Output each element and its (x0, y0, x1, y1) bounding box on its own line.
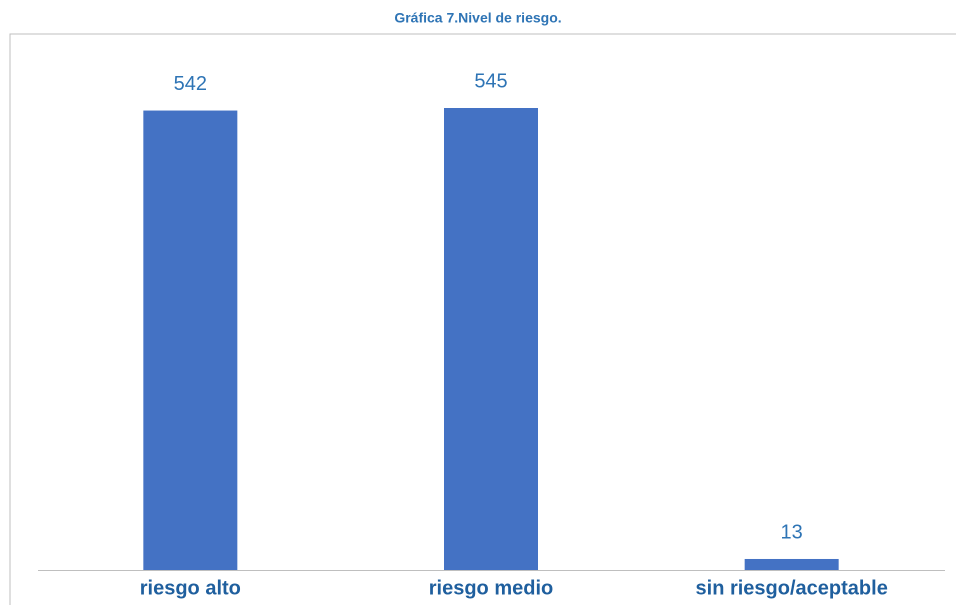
bar (444, 108, 538, 570)
value-label: 545 (474, 70, 507, 92)
bar (744, 558, 839, 570)
chart-border (9, 33, 956, 605)
value-label: 13 (781, 521, 803, 543)
chart-title: Gráfica 7.Nivel de riesgo. (394, 10, 561, 26)
x-tick-label: riesgo alto (140, 577, 241, 599)
x-tick-label: riesgo medio (429, 577, 553, 599)
value-label: 542 (174, 73, 207, 95)
bar (143, 110, 238, 570)
x-tick-label: sin riesgo/aceptable (696, 577, 888, 599)
